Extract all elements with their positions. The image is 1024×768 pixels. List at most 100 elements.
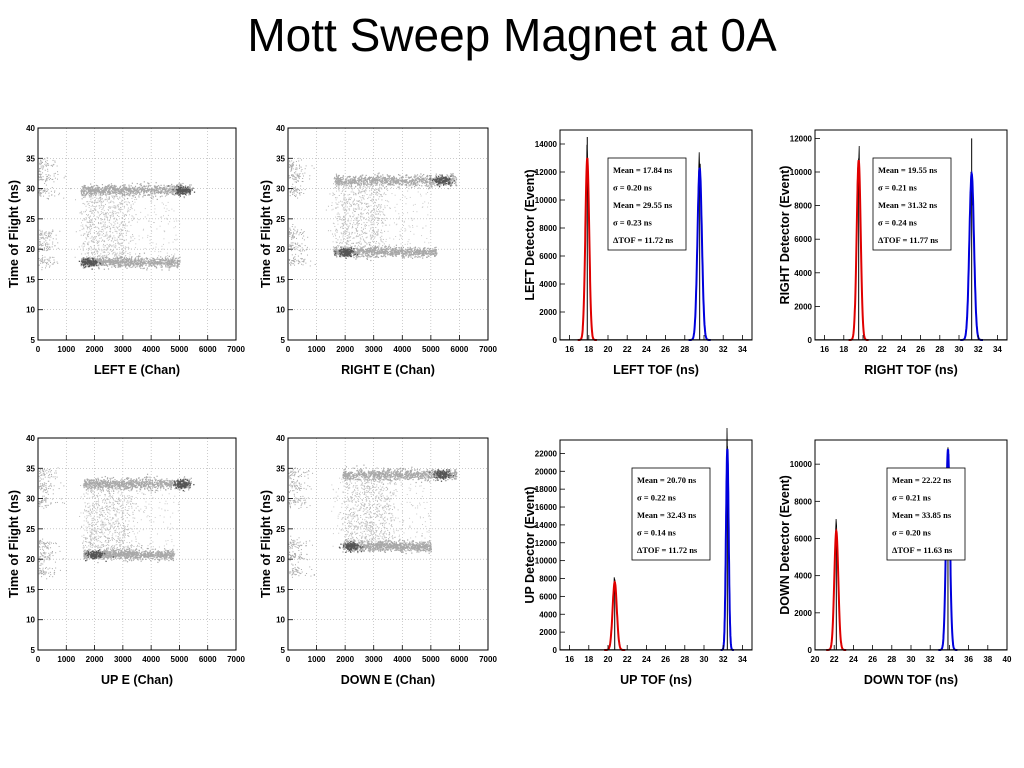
scatter-point [370, 211, 372, 213]
scatter-point [95, 258, 97, 260]
scatter-point [119, 260, 122, 262]
scatter-point [161, 189, 163, 191]
scatter-point [364, 183, 366, 185]
scatter-point [368, 206, 370, 208]
scatter-point [117, 264, 119, 266]
scatter-point [166, 186, 168, 188]
scatter-point [161, 257, 163, 259]
scatter-point [373, 191, 375, 193]
scatter-point [132, 234, 134, 236]
scatter-point [96, 257, 98, 259]
scatter-point [339, 218, 341, 220]
scatter-point [106, 185, 109, 187]
scatter-point [160, 192, 162, 194]
scatter-point [147, 190, 149, 192]
scatter-point [295, 178, 297, 180]
scatter-point [143, 189, 145, 191]
scatter-point [108, 259, 111, 261]
scatter-point [298, 157, 300, 159]
scatter-point [359, 185, 361, 187]
scatter-point [361, 202, 363, 204]
scatter-point [133, 188, 135, 190]
scatter-point [426, 174, 429, 177]
scatter-point [99, 230, 101, 232]
scatter-point [98, 222, 100, 224]
scatter-point [377, 213, 379, 215]
scatter-point [117, 226, 119, 228]
scatter-point [368, 220, 370, 222]
scatter-point [109, 236, 111, 238]
scatter-point [161, 188, 164, 190]
scatter-point [90, 186, 92, 188]
scatter-point [376, 183, 378, 185]
scatter-point [51, 178, 53, 180]
scatter-point [110, 259, 112, 262]
scatter-point [88, 189, 90, 191]
scatter-point [293, 247, 295, 249]
scatter-point [177, 191, 179, 193]
scatter-point [40, 237, 42, 239]
scatter-point [126, 262, 128, 264]
scatter-point [404, 228, 406, 230]
scatter-point [299, 173, 301, 175]
scatter-point [300, 253, 302, 255]
scatter-point [356, 235, 358, 237]
scatter-point [292, 223, 294, 225]
scatter-point [102, 205, 104, 207]
scatter-point [369, 185, 371, 187]
scatter-point [154, 192, 156, 194]
scatter-point [103, 264, 106, 266]
scatter-point [365, 204, 367, 206]
scatter-point [130, 188, 132, 190]
scatter-point [379, 184, 381, 186]
scatter-point [131, 195, 134, 197]
scatter-point [143, 267, 145, 269]
scatter-point [117, 263, 120, 265]
scatter-point [82, 263, 84, 265]
scatter-point [41, 232, 43, 234]
scatter-point [352, 204, 354, 206]
scatter-point [155, 186, 157, 188]
scatter-point [351, 189, 353, 191]
scatter-point [295, 173, 297, 175]
scatter-point [109, 186, 111, 188]
scatter-point [130, 262, 132, 264]
scatter-point [93, 260, 95, 262]
scatter-point [367, 219, 369, 221]
scatter-point [82, 261, 84, 264]
scatter-point [39, 193, 41, 195]
scatter-point [103, 190, 105, 192]
scatter-point [116, 204, 118, 206]
scatter-point [361, 214, 363, 216]
scatter-point [96, 233, 98, 235]
scatter-point [54, 191, 56, 193]
scatter-point [361, 223, 363, 225]
scatter-point [172, 256, 174, 258]
scatter-point [422, 181, 424, 184]
scatter-point [86, 261, 88, 263]
scatter-point [380, 194, 382, 196]
scatter-point [143, 228, 145, 230]
scatter-point [49, 256, 51, 258]
scatter-point [54, 245, 56, 247]
scatter-point [420, 173, 422, 175]
scatter-point [382, 209, 384, 211]
scatter-point [371, 188, 373, 190]
scatter-point [358, 200, 360, 202]
y-tick-label: 10 [26, 306, 35, 315]
scatter-point [89, 196, 91, 198]
scatter-point [104, 249, 106, 251]
scatter-point [126, 204, 128, 206]
scatter-point [53, 163, 55, 165]
scatter-point [110, 234, 112, 236]
scatter-point [352, 202, 354, 204]
scatter-point [46, 177, 48, 179]
scatter-point [351, 227, 353, 229]
scatter-point [125, 262, 127, 264]
scatter-point [43, 232, 45, 234]
scatter-point [82, 225, 84, 227]
scatter-point [115, 243, 117, 245]
scatter-point [101, 260, 103, 262]
scatter-point [184, 185, 187, 187]
scatter-point [174, 193, 177, 195]
